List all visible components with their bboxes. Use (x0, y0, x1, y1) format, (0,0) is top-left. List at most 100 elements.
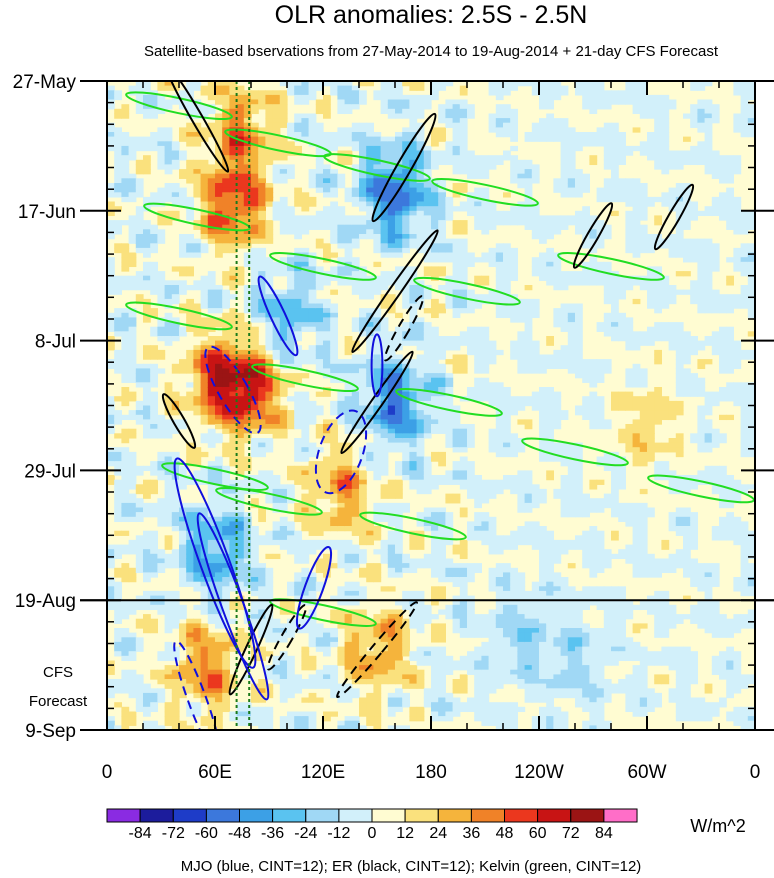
olr-anomaly-cell (380, 220, 389, 226)
olr-anomaly-cell (186, 252, 194, 258)
olr-anomaly-cell (258, 600, 266, 606)
olr-anomaly-cell (416, 289, 425, 295)
olr-anomaly-cell (251, 229, 259, 235)
olr-anomaly-cell (186, 400, 194, 407)
olr-anomaly-cell (459, 298, 468, 305)
olr-anomaly-cell (387, 396, 396, 402)
olr-anomaly-cell (229, 145, 238, 152)
olr-anomaly-cell (179, 720, 187, 726)
olr-anomaly-cell (143, 373, 151, 379)
olr-anomaly-cell (344, 405, 353, 411)
olr-anomaly-cell (171, 507, 180, 513)
olr-anomaly-cell (222, 118, 230, 124)
olr-anomaly-cell (128, 141, 137, 147)
olr-anomaly-cell (301, 586, 310, 592)
olr-anomaly-cell (423, 646, 432, 652)
olr-anomaly-cell (193, 581, 202, 587)
olr-anomaly-cell (330, 136, 338, 142)
olr-anomaly-cell (157, 271, 166, 277)
olr-anomaly-cell (107, 289, 115, 295)
olr-anomaly-cell (215, 544, 223, 550)
olr-anomaly-cell (243, 201, 252, 207)
olr-anomaly-cell (323, 312, 331, 319)
olr-anomaly-cell (301, 433, 310, 439)
olr-anomaly-cell (373, 340, 382, 346)
olr-anomaly-cell (308, 308, 317, 314)
olr-anomaly-cell (308, 526, 317, 532)
olr-anomaly-cell (215, 252, 223, 258)
olr-anomaly-cell (222, 220, 230, 226)
olr-anomaly-cell (215, 247, 223, 254)
olr-anomaly-cell (157, 502, 166, 509)
olr-anomaly-cell (431, 456, 439, 462)
olr-anomaly-cell (207, 539, 216, 546)
olr-anomaly-cell (251, 312, 259, 319)
olr-anomaly-cell (179, 669, 187, 675)
olr-anomaly-cell (215, 322, 223, 328)
olr-anomaly-cell (114, 567, 122, 574)
olr-anomaly-cell (337, 516, 346, 523)
olr-anomaly-cell (128, 711, 137, 717)
olr-anomaly-cell (164, 99, 173, 105)
olr-anomaly-cell (243, 322, 252, 328)
olr-anomaly-cell (272, 674, 281, 680)
olr-anomaly-cell (243, 192, 252, 198)
olr-anomaly-cell (243, 169, 252, 175)
olr-anomaly-cell (186, 132, 194, 138)
olr-anomaly-cell (287, 275, 295, 281)
olr-anomaly-cell (229, 683, 238, 689)
olr-anomaly-cell (135, 164, 144, 170)
olr-anomaly-cell (459, 665, 468, 671)
olr-anomaly-cell (323, 567, 331, 574)
olr-anomaly-cell (121, 155, 130, 161)
olr-anomaly-cell (128, 549, 137, 555)
olr-anomaly-cell (452, 470, 461, 476)
olr-anomaly-cell (186, 169, 194, 175)
olr-anomaly-cell (279, 136, 288, 142)
olr-anomaly-cell (265, 155, 274, 161)
olr-anomaly-cell (157, 132, 166, 138)
olr-anomaly-cell (200, 340, 209, 346)
olr-anomaly-cell (351, 391, 360, 397)
olr-anomaly-cell (315, 632, 324, 638)
olr-anomaly-cell (258, 567, 266, 574)
olr-anomaly-cell (308, 493, 317, 499)
olr-anomaly-cell (373, 312, 382, 319)
olr-anomaly-cell (308, 461, 317, 467)
olr-anomaly-cell (337, 498, 346, 504)
olr-anomaly-cell (121, 257, 130, 263)
olr-anomaly-cell (301, 206, 310, 212)
olr-anomaly-cell (344, 623, 353, 629)
olr-anomaly-cell (402, 229, 410, 235)
olr-anomaly-cell (431, 164, 439, 170)
olr-anomaly-cell (236, 419, 245, 425)
olr-anomaly-cell (272, 373, 281, 379)
olr-anomaly-cell (121, 247, 130, 254)
olr-anomaly-cell (229, 544, 238, 550)
olr-anomaly-cell (200, 438, 209, 444)
olr-anomaly-cell (150, 488, 158, 495)
olr-anomaly-cell (308, 118, 317, 124)
olr-anomaly-cell (330, 539, 338, 546)
olr-anomaly-cell (438, 183, 446, 189)
olr-anomaly-cell (179, 674, 187, 680)
olr-anomaly-cell (459, 183, 468, 189)
olr-anomaly-cell (344, 553, 353, 560)
olr-anomaly-cell (164, 553, 173, 560)
olr-anomaly-cell (207, 604, 216, 611)
olr-anomaly-cell (135, 692, 144, 699)
olr-anomaly-cell (438, 553, 446, 560)
olr-anomaly-cell (287, 266, 295, 272)
olr-anomaly-cell (207, 178, 216, 184)
olr-anomaly-cell (351, 632, 360, 638)
olr-anomaly-cell (279, 655, 288, 662)
olr-anomaly-cell (193, 586, 202, 592)
olr-anomaly-cell (258, 725, 266, 730)
olr-anomaly-cell (258, 577, 266, 583)
olr-anomaly-cell (438, 266, 446, 272)
olr-anomaly-cell (387, 665, 396, 671)
olr-anomaly-cell (150, 544, 158, 550)
olr-anomaly-cell (301, 118, 310, 124)
olr-anomaly-cell (207, 289, 216, 295)
olr-anomaly-cell (308, 257, 317, 263)
